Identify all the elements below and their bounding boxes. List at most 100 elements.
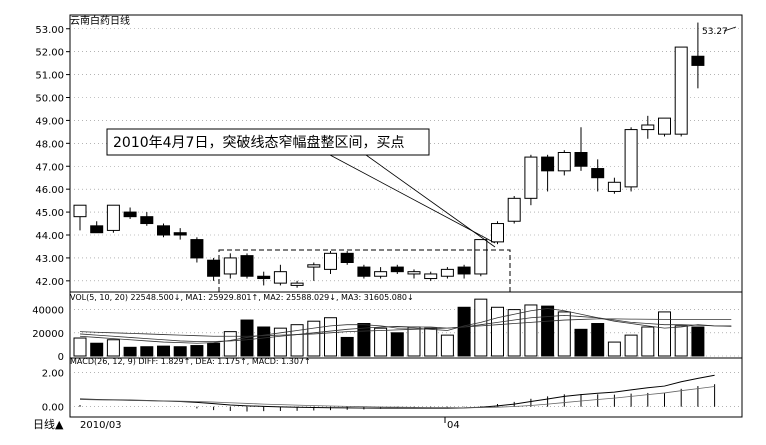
volume-bar [574, 328, 588, 357]
candle-body-up [223, 257, 237, 275]
candle [557, 150, 571, 176]
candle-body-up [507, 197, 521, 222]
macd-tick-label: 2.00 [42, 368, 64, 379]
macd-header: MACD(26, 12, 9) DIFF: 1.829↑, DEA: 1.175… [70, 357, 311, 366]
volume-bar [457, 306, 471, 357]
volume-bar [557, 311, 571, 357]
candle [257, 271, 271, 286]
candle [90, 221, 104, 234]
price-tick-label: 53.00 [35, 25, 64, 36]
volume-ma-line [79, 308, 732, 344]
candle [157, 223, 170, 238]
candle [624, 127, 638, 192]
candle-body-down [207, 259, 221, 277]
candle-body-up [73, 204, 87, 218]
candle-body-up [307, 264, 321, 268]
macd-tick-label: 0.00 [42, 403, 64, 414]
candle [307, 262, 321, 281]
volume-bar [190, 345, 204, 357]
candle-body-down [574, 152, 588, 167]
candle [357, 264, 371, 279]
price-tick-label: 46.00 [35, 185, 64, 196]
candle [240, 253, 254, 279]
volume-header: VOL(5, 10, 20) 22548.500↓, MA1: 25929.80… [70, 293, 414, 302]
price-tick-label: 47.00 [35, 162, 64, 173]
volume-bar [324, 317, 337, 357]
volume-bar [390, 332, 404, 357]
candle [524, 154, 538, 206]
candle [507, 196, 521, 224]
candle [424, 271, 438, 281]
candle-body-up [407, 271, 421, 275]
candle [541, 154, 555, 192]
candle [607, 177, 621, 194]
volume-bar [507, 309, 521, 357]
volume-bar [474, 298, 488, 357]
candle [457, 264, 471, 279]
candle-body-up [374, 271, 388, 277]
volume-bar [424, 327, 438, 357]
candle-body-down [257, 275, 271, 280]
candle [173, 228, 187, 240]
price-tick-label: 51.00 [35, 71, 64, 82]
volume-bar [257, 326, 271, 357]
candle-body-up [607, 181, 621, 192]
candle-body-down [340, 252, 354, 263]
volume-ma-line [79, 314, 732, 342]
candle [340, 251, 354, 265]
candle-body-up [658, 117, 671, 135]
volume-tick-label: 20000 [32, 329, 64, 340]
volume-bar [440, 334, 454, 357]
candle-body-down [591, 168, 605, 179]
volume-bar [223, 331, 237, 357]
volume-bar [73, 337, 87, 357]
candle-body-down [123, 211, 137, 218]
volume-bar [541, 305, 555, 357]
candle [691, 22, 705, 89]
price-tick-label: 42.00 [35, 277, 64, 288]
candle-body-up [474, 239, 488, 275]
period-label[interactable]: 日线▲ [33, 417, 64, 431]
price-tick-label: 48.00 [35, 139, 64, 150]
candle [123, 207, 137, 219]
date-label-march: 2010/03 [80, 420, 122, 431]
macd-dea-line [79, 386, 715, 409]
volume-bar [290, 324, 304, 357]
candle [658, 117, 671, 137]
volume-tick-label: 0 [58, 352, 64, 363]
candle [273, 264, 287, 286]
candle [474, 239, 488, 277]
volume-bar [140, 346, 154, 357]
high-price-marker [723, 26, 737, 32]
candle [591, 159, 605, 192]
candle [207, 257, 221, 281]
volume-bar [106, 339, 120, 357]
volume-bar [123, 346, 137, 357]
annotation-box [106, 128, 430, 156]
candle [407, 269, 421, 279]
volume-bar [157, 345, 170, 357]
volume-bar [374, 327, 388, 357]
volume-tick-label: 40000 [32, 306, 64, 317]
candle-body-up [440, 268, 454, 277]
volume-bar [407, 326, 421, 357]
candle [641, 115, 655, 139]
candle-body-up [641, 124, 655, 131]
price-tick-label: 50.00 [35, 94, 64, 105]
candle-body-up [624, 129, 638, 188]
volume-bar [307, 320, 321, 357]
candle [73, 204, 87, 231]
candle-body-up [106, 204, 120, 231]
macd-diff-line [79, 374, 715, 409]
candle [290, 280, 304, 288]
volume-bar [641, 326, 655, 357]
price-tick-label: 43.00 [35, 254, 64, 265]
candle [491, 221, 504, 245]
volume-bar [524, 304, 538, 357]
volume-bar [591, 323, 605, 357]
volume-bar [357, 323, 371, 357]
candle [374, 267, 388, 279]
candle-body-down [190, 239, 204, 259]
